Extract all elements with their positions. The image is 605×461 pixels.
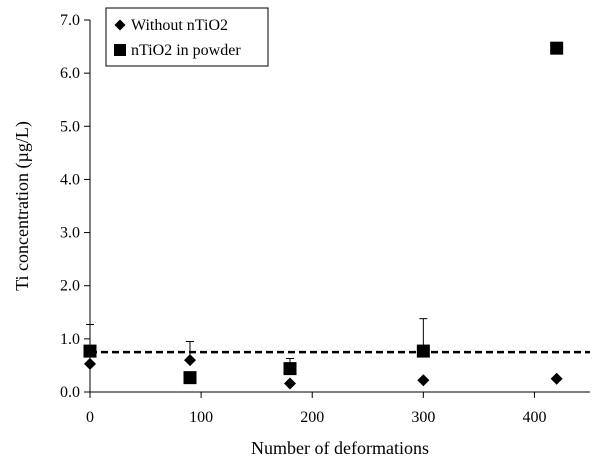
diamond-marker [284, 377, 296, 390]
diamond-marker [417, 374, 430, 387]
x-tick-label: 300 [411, 409, 435, 426]
square-marker [550, 41, 564, 55]
legend: Without nTiO2 nTiO2 in powder [105, 7, 269, 67]
data-marks [83, 41, 564, 390]
legend-entry-label: Without nTiO2 [131, 17, 228, 34]
y-tick-label: 1.0 [60, 331, 80, 348]
legend-square-marker [114, 44, 126, 56]
x-tick-label: 100 [189, 409, 213, 426]
y-tick-label: 4.0 [60, 171, 80, 188]
square-marker [183, 371, 197, 385]
y-tick-label: 2.0 [60, 278, 80, 295]
x-tick-label: 400 [522, 409, 546, 426]
y-tick-label: 6.0 [60, 65, 80, 82]
square-marker [416, 344, 430, 358]
x-tick-label: 200 [300, 409, 324, 426]
axes [84, 19, 590, 398]
error-bars [86, 318, 428, 369]
square-marker [83, 344, 97, 358]
x-tick-label: 0 [86, 409, 94, 426]
legend-box [105, 7, 269, 67]
diamond-marker [84, 357, 96, 370]
y-tick-label: 5.0 [60, 118, 80, 135]
y-tick-label: 0.0 [60, 384, 80, 401]
y-tick-label: 3.0 [60, 225, 80, 242]
legend-diamond-marker [114, 19, 126, 31]
legend-entry-label: nTiO2 in powder [131, 42, 241, 59]
square-marker [283, 362, 297, 376]
diamond-marker [550, 372, 563, 385]
diamond-marker [184, 354, 196, 367]
tick-labels: 0.0 1.0 2.0 3.0 4.0 5.0 6.0 7.0 0 100 200 300 400 [60, 12, 546, 426]
x-axis-title: Number of deformations [251, 438, 429, 458]
y-tick-label: 7.0 [60, 12, 80, 29]
y-axis-title: Ti concentration (µg/L) [12, 121, 33, 291]
